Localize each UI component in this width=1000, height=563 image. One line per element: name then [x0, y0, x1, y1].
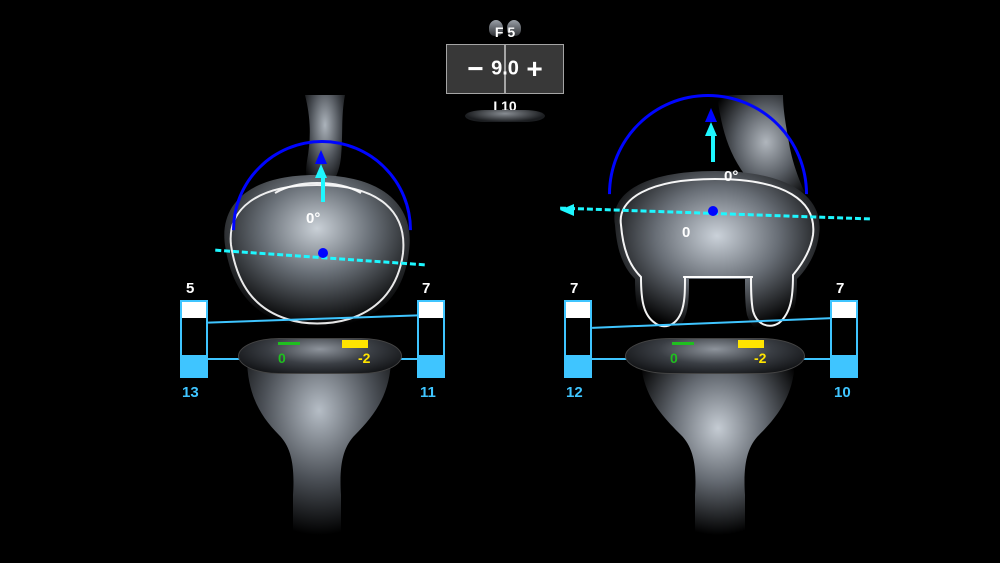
gap-bar-cyan-fill	[832, 355, 856, 376]
flex-level-label: 0	[682, 224, 690, 241]
gap-bar-flex-medial	[564, 300, 592, 378]
medial-resect-value: 0	[278, 350, 286, 366]
gap-bar-white-fill	[419, 302, 443, 318]
gap-bar-cyan-fill	[419, 355, 443, 376]
flex-lateral-resect-value: -2	[754, 350, 766, 366]
flex-axis-arrow-blue	[705, 108, 717, 122]
gap-bar-white-fill	[182, 302, 206, 318]
axis-arrow-head	[315, 164, 327, 178]
flex-axis-arrow-stem	[711, 134, 715, 162]
rotation-angle-label: 0°	[306, 210, 320, 227]
flex-center-dot	[708, 206, 718, 216]
flex-lateral-resect-chip	[738, 340, 764, 348]
lateral-resect-chip	[342, 340, 368, 348]
insert-icon	[465, 110, 545, 122]
gap-bar-medial	[180, 300, 208, 378]
surgical-planning-view: { "size_control": { "femur_label": "F 5"…	[0, 0, 1000, 563]
gap-bar-flex-lateral	[830, 300, 858, 378]
size-decrease-button[interactable]: −	[446, 44, 505, 94]
flex-gap-top-lateral: 7	[836, 280, 844, 297]
gap-bottom-lateral: 11	[420, 384, 436, 401]
flex-axis-arrow-left	[560, 204, 574, 216]
size-increase-button[interactable]: +	[505, 44, 564, 94]
gap-bar-white-fill	[566, 302, 590, 318]
gap-top-medial: 5	[186, 280, 194, 297]
flex-angle-label: 0°	[724, 168, 738, 185]
flex-tibia-baseplate	[625, 338, 805, 374]
rotation-center-dot	[318, 248, 328, 258]
flex-gap-top-medial: 7	[570, 280, 578, 297]
flex-medial-resect-value: 0	[670, 350, 678, 366]
flex-axis-arrow-head	[705, 122, 717, 136]
gap-top-lateral: 7	[422, 280, 430, 297]
implant-size-control: F 5 − + 9.0 I 10	[446, 44, 564, 94]
gap-bar-lateral	[417, 300, 445, 378]
flex-gap-bottom-medial: 12	[566, 384, 583, 401]
gap-bar-white-fill	[832, 302, 856, 318]
axis-arrow-stem	[321, 176, 325, 202]
medial-resect-chip	[278, 342, 300, 345]
gap-bar-cyan-fill	[182, 355, 206, 376]
axis-arrow-blue	[315, 150, 327, 164]
tibia-baseplate	[238, 338, 402, 374]
lateral-resect-value: -2	[358, 350, 370, 366]
gap-bottom-medial: 13	[182, 384, 199, 401]
flex-gap-bottom-lateral: 10	[834, 384, 851, 401]
flex-medial-resect-chip	[672, 342, 694, 345]
femur-size-label: F 5	[446, 24, 564, 40]
gap-bar-cyan-fill	[566, 355, 590, 376]
